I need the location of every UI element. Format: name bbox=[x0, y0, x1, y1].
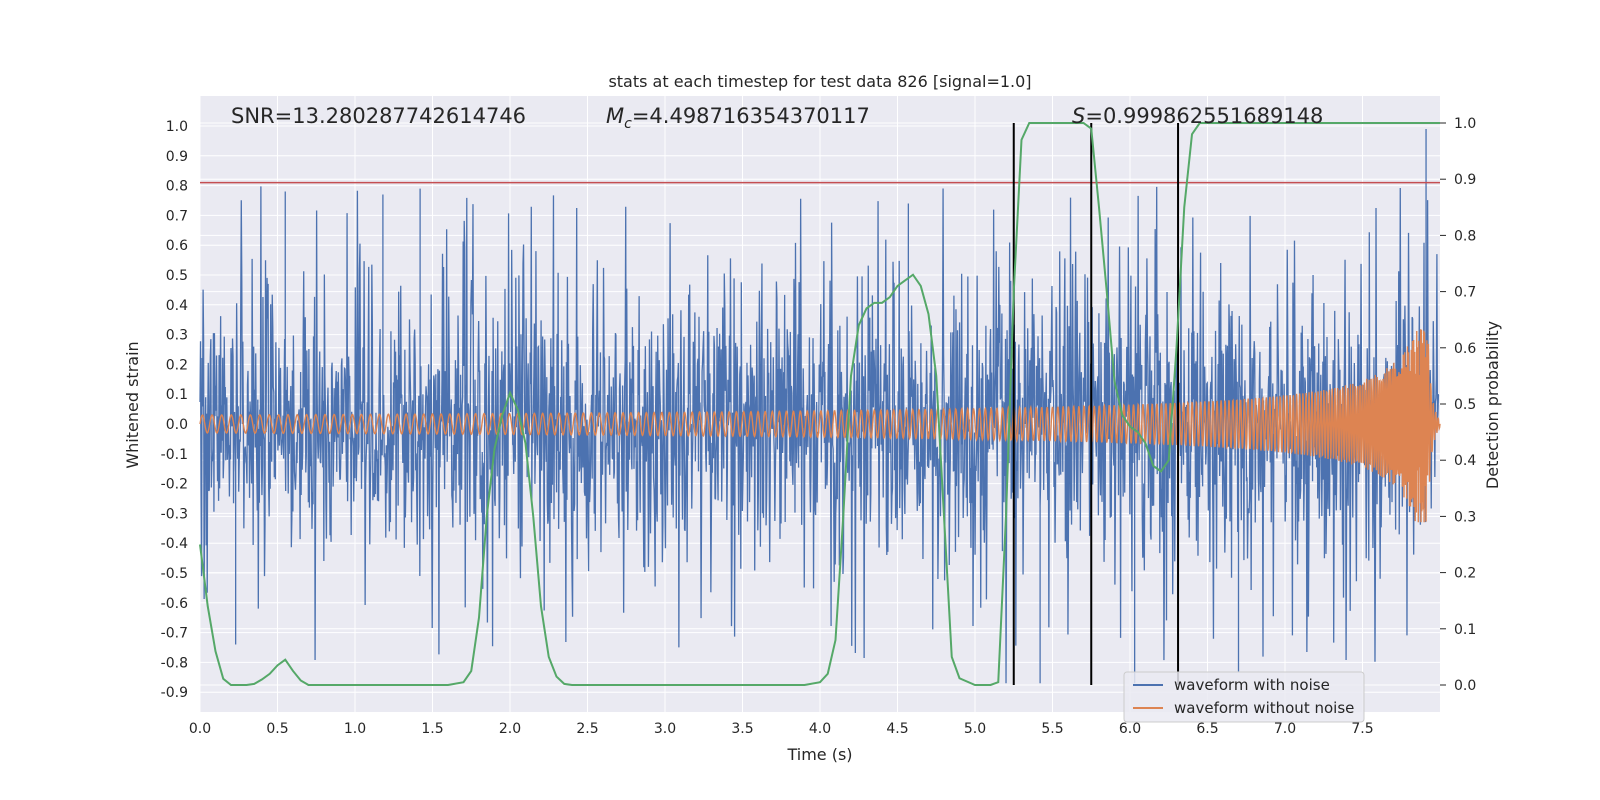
x-tick-label: 0.5 bbox=[266, 721, 288, 737]
legend-label-noise: waveform with noise bbox=[1174, 676, 1330, 694]
y2-tick-label: 0.9 bbox=[1454, 172, 1476, 188]
score-annotation: S=0.999862551689148 bbox=[1072, 104, 1323, 128]
y2-tick-label: 0.5 bbox=[1454, 397, 1476, 413]
y-tick-label: -0.2 bbox=[161, 477, 188, 493]
y-tick-label: -0.8 bbox=[161, 655, 188, 671]
y-tick-label: -0.7 bbox=[161, 626, 188, 642]
s-symbol: S bbox=[1072, 104, 1085, 128]
mc-value: =4.498716354370117 bbox=[632, 104, 870, 128]
y2-tick-label: 0.1 bbox=[1454, 622, 1476, 638]
y2-tick-label: 0.6 bbox=[1454, 341, 1476, 357]
y-tick-label: -0.6 bbox=[161, 596, 188, 612]
x-tick-label: 5.5 bbox=[1041, 721, 1063, 737]
reference-lines bbox=[200, 123, 1440, 685]
y2-tick-label: 0.3 bbox=[1454, 509, 1476, 525]
x-tick-label: 7.0 bbox=[1274, 721, 1296, 737]
x-tick-label: 0.0 bbox=[189, 721, 211, 737]
y-tick-label: 0.1 bbox=[166, 387, 188, 403]
x-tick-label: 5.0 bbox=[964, 721, 986, 737]
probability-trace bbox=[199, 122, 1440, 686]
x-tick-label: 1.0 bbox=[344, 721, 366, 737]
y-tick-label: 0.5 bbox=[166, 268, 188, 284]
x-tick-label: 2.0 bbox=[499, 721, 521, 737]
y-tick-label: -0.3 bbox=[161, 506, 188, 522]
x-tick-label: 3.5 bbox=[731, 721, 753, 737]
x-tick-label: 4.0 bbox=[809, 721, 831, 737]
y-tick-label: 0.9 bbox=[166, 149, 188, 165]
s-value: =0.999862551689148 bbox=[1085, 104, 1323, 128]
y-tick-label: 0.2 bbox=[166, 357, 188, 373]
y2-tick-label: 0.7 bbox=[1454, 285, 1476, 301]
x-tick-label: 6.0 bbox=[1119, 721, 1141, 737]
y-tick-label: 0.7 bbox=[166, 208, 188, 224]
y2-tick-label: 1.0 bbox=[1454, 116, 1476, 132]
series-waveform-without-noise bbox=[199, 329, 1441, 523]
x-axis-label: Time (s) bbox=[786, 745, 852, 764]
y-tick-label: -0.9 bbox=[161, 685, 188, 701]
mc-subscript: c bbox=[624, 116, 632, 132]
chirp-mass-annotation: Mc=4.498716354370117 bbox=[606, 104, 870, 132]
y-tick-label: 1.0 bbox=[166, 119, 188, 135]
mc-symbol: M bbox=[606, 104, 624, 128]
x-axis-ticks: 0.0 0.5 1.0 1.5 2.0 2.5 3.0 3.5 4.0 4.5 5.0 5.5 6.0 6… bbox=[189, 721, 1374, 737]
y-tick-label: 0.8 bbox=[166, 179, 188, 195]
x-tick-label: 3.0 bbox=[654, 721, 676, 737]
legend-box bbox=[1123, 671, 1365, 723]
legend: waveform with noise waveform without noi… bbox=[1123, 671, 1365, 723]
snr-annotation: SNR=13.280287742614746 bbox=[231, 104, 526, 128]
y2-axis-ticks: 1.0 0.9 0.8 0.7 0.6 0.5 0.4 0.3 0.2 0.1 0.0 bbox=[1440, 116, 1476, 694]
y-tick-label: -0.1 bbox=[161, 447, 188, 463]
y2-tick-label: 0.2 bbox=[1454, 566, 1476, 582]
x-tick-label: 1.5 bbox=[421, 721, 443, 737]
y2-tick-label: 0.8 bbox=[1454, 228, 1476, 244]
chirp-trace bbox=[199, 329, 1441, 523]
x-tick-label: 4.5 bbox=[886, 721, 908, 737]
y-tick-label: 0.0 bbox=[166, 417, 188, 433]
y2-tick-label: 0.0 bbox=[1454, 678, 1476, 694]
series-waveform-with-noise bbox=[199, 128, 1440, 684]
legend-label-clean: waveform without noise bbox=[1174, 699, 1354, 717]
x-tick-label: 6.5 bbox=[1196, 721, 1218, 737]
y2-axis-label: Detection probability bbox=[1483, 321, 1502, 489]
x-tick-label: 7.5 bbox=[1351, 721, 1373, 737]
x-tick-label: 2.5 bbox=[576, 721, 598, 737]
series-detection-probability bbox=[199, 122, 1440, 686]
y-tick-label: 0.4 bbox=[166, 298, 188, 314]
y-axis-ticks: 1.0 0.9 0.8 0.7 0.6 0.5 0.4 0.3 0.2 0.1 0.0 -0.1 -0.… bbox=[161, 119, 188, 701]
y2-tick-label: 0.4 bbox=[1454, 453, 1476, 469]
y-tick-label: 0.6 bbox=[166, 238, 188, 254]
chart-title: stats at each timestep for test data 826… bbox=[608, 72, 1031, 91]
y-tick-label: -0.5 bbox=[161, 566, 188, 582]
y-axis-label: Whitened strain bbox=[123, 341, 142, 468]
y-tick-label: -0.4 bbox=[161, 536, 188, 552]
grid bbox=[199, 96, 1440, 712]
y-tick-label: 0.3 bbox=[166, 328, 188, 344]
noise-trace bbox=[199, 128, 1440, 684]
